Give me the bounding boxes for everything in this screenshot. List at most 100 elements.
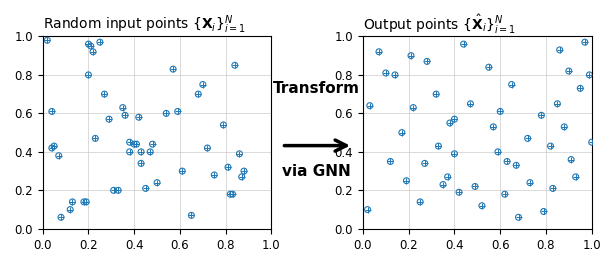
Point: [406, 54, 416, 58]
Text: Transform: Transform: [273, 81, 359, 96]
Point: [136, 150, 146, 154]
Point: [580, 40, 590, 44]
Text: Random input points $\{\mathbf{X}_i\}_{i=1}^N$: Random input points $\{\mathbf{X}_i\}_{i…: [43, 14, 246, 36]
Point: [450, 152, 459, 156]
Point: [445, 121, 455, 125]
Point: [118, 106, 127, 110]
Point: [79, 200, 89, 204]
Point: [178, 169, 187, 173]
Point: [575, 86, 585, 90]
Point: [168, 67, 178, 71]
Point: [587, 140, 597, 144]
Point: [415, 200, 425, 204]
Point: [65, 207, 75, 212]
Point: [539, 209, 548, 213]
Point: [365, 103, 375, 108]
Point: [495, 109, 505, 114]
Point: [409, 106, 418, 110]
Point: [152, 180, 162, 185]
Point: [438, 183, 448, 187]
Point: [450, 152, 459, 156]
Point: [477, 204, 487, 208]
Point: [218, 123, 228, 127]
Point: [134, 115, 144, 119]
Point: [234, 152, 244, 156]
Point: [187, 213, 196, 217]
Point: [406, 54, 416, 58]
Point: [56, 215, 66, 219]
Point: [386, 159, 395, 164]
Point: [381, 71, 390, 75]
Point: [445, 121, 455, 125]
Point: [450, 117, 459, 121]
Point: [124, 150, 134, 154]
Point: [566, 158, 576, 162]
Point: [495, 109, 505, 114]
Point: [209, 173, 219, 177]
Point: [489, 125, 498, 129]
Point: [362, 207, 372, 212]
Point: [548, 186, 558, 191]
Point: [237, 175, 246, 179]
Point: [559, 125, 569, 129]
Point: [148, 142, 157, 146]
Point: [68, 200, 77, 204]
Point: [81, 200, 91, 204]
Point: [450, 117, 459, 121]
Point: [539, 209, 548, 213]
Point: [564, 69, 573, 73]
Point: [553, 102, 562, 106]
Point: [511, 163, 521, 167]
Point: [95, 40, 105, 44]
Point: [84, 42, 93, 46]
Point: [193, 92, 203, 96]
Point: [470, 184, 480, 188]
Point: [571, 175, 581, 179]
Point: [390, 73, 400, 77]
Point: [415, 200, 425, 204]
Point: [152, 180, 162, 185]
Point: [99, 92, 109, 96]
Point: [99, 92, 109, 96]
Point: [537, 113, 547, 117]
Point: [203, 146, 212, 150]
Point: [104, 117, 114, 121]
Point: [493, 150, 503, 154]
Point: [500, 192, 510, 196]
Point: [434, 144, 443, 148]
Point: [65, 207, 75, 212]
Point: [54, 154, 63, 158]
Point: [47, 109, 57, 114]
Point: [136, 161, 146, 165]
Point: [113, 188, 123, 192]
Point: [537, 113, 547, 117]
Point: [507, 82, 517, 87]
Point: [134, 115, 144, 119]
Point: [511, 163, 521, 167]
Point: [566, 158, 576, 162]
Point: [580, 40, 590, 44]
Point: [161, 111, 171, 115]
Point: [502, 159, 512, 164]
Point: [477, 204, 487, 208]
Point: [228, 192, 237, 196]
Point: [465, 102, 475, 106]
Point: [203, 146, 212, 150]
Point: [571, 175, 581, 179]
Point: [362, 207, 372, 212]
Point: [374, 50, 384, 54]
Point: [124, 140, 134, 144]
Point: [525, 180, 535, 185]
Point: [113, 188, 123, 192]
Point: [129, 142, 139, 146]
Point: [564, 69, 573, 73]
Point: [90, 136, 100, 140]
Point: [239, 169, 249, 173]
Point: [86, 44, 96, 48]
Point: [223, 165, 233, 169]
Point: [420, 161, 429, 165]
Point: [198, 82, 207, 87]
Point: [443, 175, 453, 179]
Point: [514, 215, 523, 219]
Point: [584, 73, 594, 77]
